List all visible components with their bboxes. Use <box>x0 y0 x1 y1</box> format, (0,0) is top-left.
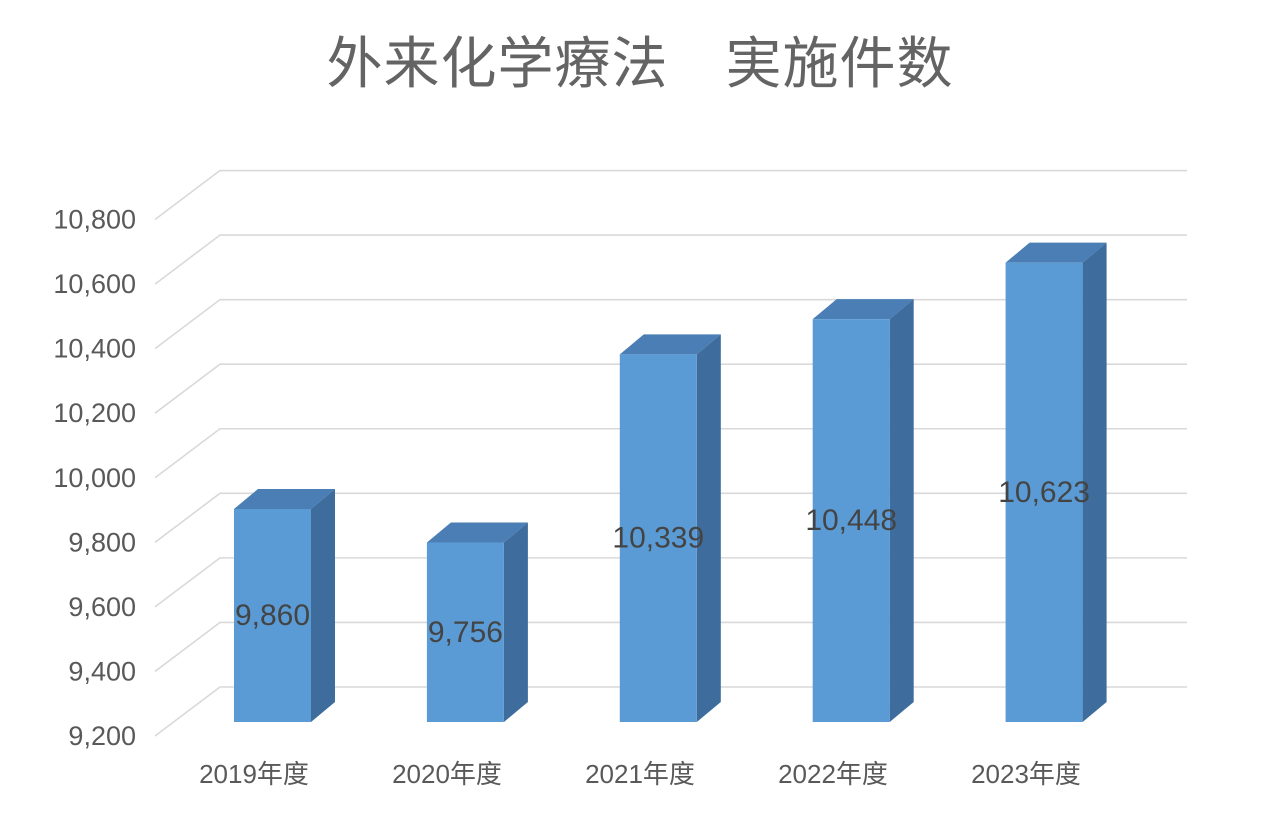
x-axis-category-label: 2023年度 <box>971 759 1081 789</box>
y-axis-tick-label: 9,200 <box>68 721 136 751</box>
bar-value-label: 9,860 <box>235 599 310 632</box>
bar-top-face <box>234 488 335 509</box>
x-axis-category-label: 2022年度 <box>778 759 888 789</box>
bar <box>234 508 311 722</box>
bar-side-face <box>503 522 528 722</box>
bar-side-face <box>889 299 914 722</box>
bar <box>619 354 697 722</box>
bar-side-face <box>696 334 721 722</box>
y-axis-tick-label: 10,600 <box>53 269 136 299</box>
x-axis-category-label: 2019年度 <box>199 759 309 789</box>
y-axis-tick-label: 10,000 <box>53 463 136 493</box>
bar-value-label: 10,339 <box>612 522 704 555</box>
bar-top-face <box>812 299 914 320</box>
y-axis-tick-label: 9,400 <box>68 656 136 686</box>
bar <box>426 542 504 722</box>
x-axis-category-label: 2021年度 <box>585 759 695 789</box>
bar-side-face <box>311 488 335 722</box>
y-axis-tick-label: 10,400 <box>53 334 136 364</box>
bar-value-label: 9,756 <box>428 616 503 649</box>
y-axis-tick-label: 10,200 <box>53 398 136 428</box>
bar <box>812 319 890 722</box>
x-axis-category-label: 2020年度 <box>392 759 502 789</box>
y-axis-tick-label: 9,800 <box>68 527 136 557</box>
bar-top-face <box>1005 242 1107 263</box>
grid-line <box>154 169 1187 221</box>
chart-title: 外来化学療法 実施件数 <box>326 32 954 95</box>
y-axis-tick-label: 9,600 <box>68 592 136 622</box>
y-axis-tick-label: 10,800 <box>53 205 136 235</box>
bar-top-face <box>426 522 528 543</box>
bar-value-label: 10,448 <box>805 504 897 537</box>
bar-value-label: 10,623 <box>998 476 1090 509</box>
bar <box>1005 262 1083 722</box>
grid-line <box>154 234 1187 285</box>
bar-side-face <box>1082 242 1107 723</box>
bar-top-face <box>619 334 721 355</box>
